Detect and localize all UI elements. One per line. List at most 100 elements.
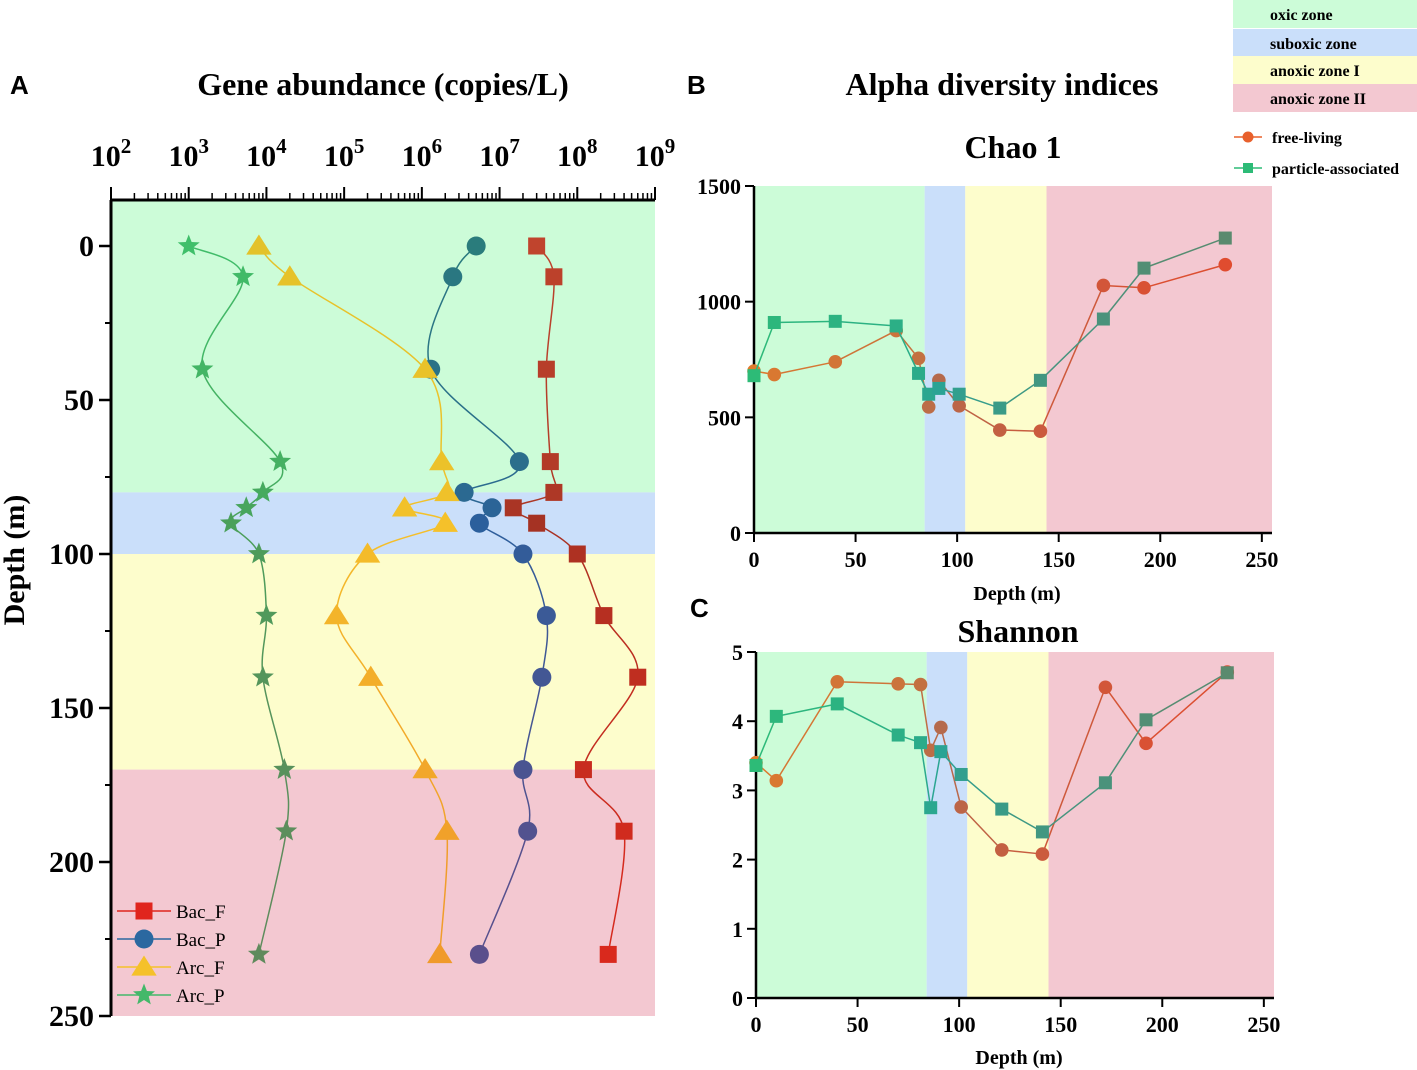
point-free-living	[911, 351, 926, 366]
point-particle-associated	[924, 801, 938, 815]
zone-band-3	[1048, 652, 1274, 998]
point-Arc_F	[428, 450, 455, 471]
point-free-living	[1033, 424, 1048, 439]
x-tick-label: 200	[1144, 547, 1177, 572]
point-particle-associated	[1098, 776, 1112, 790]
series-line-particle-associated	[836, 703, 899, 736]
chao1-chart: Chao 1 0 500 1000 1500 0 50 100 150 200 250 Depth (…	[697, 129, 1278, 605]
series-legend-label: particle-associated	[1272, 161, 1399, 178]
point-free-living	[1137, 280, 1151, 295]
y-tick-label: 0	[79, 230, 94, 263]
series-line-free-living	[960, 806, 1003, 851]
subplot-title: Shannon	[958, 613, 1079, 649]
series-line-free-living	[1143, 263, 1226, 289]
y-tick-label: 150	[49, 692, 94, 725]
point-Arc_P	[220, 511, 242, 533]
point-Bac_F	[504, 499, 522, 517]
point-free-living	[992, 423, 1007, 437]
zone-legend-label: oxic zone	[1270, 7, 1333, 24]
panel-b-letter: B	[687, 70, 706, 100]
point-Arc_P	[275, 819, 298, 841]
point-Bac_P	[513, 760, 533, 780]
x-axis-label: Depth (m)	[975, 1047, 1062, 1069]
point-free-living	[934, 720, 948, 735]
series-line-free-living	[1041, 687, 1107, 855]
legend-marker	[135, 902, 153, 920]
point-particle-associated	[1139, 713, 1153, 727]
point-Arc_P	[247, 942, 270, 964]
point-free-living	[1218, 257, 1233, 272]
point-particle-associated	[830, 697, 844, 711]
y-tick-label: 0	[732, 986, 743, 1011]
point-particle-associated	[912, 366, 926, 380]
y-tick-label: 2	[732, 848, 743, 873]
legend-marker	[133, 983, 155, 1005]
point-particle-associated	[932, 381, 946, 395]
legend-marker	[131, 955, 157, 976]
x-tick-label: 150	[1044, 1012, 1077, 1037]
x-tick-label: 200	[1146, 1012, 1179, 1037]
series-legend: free-living particle-associated	[1234, 130, 1399, 178]
series-line-free-living	[775, 681, 838, 782]
series-line-free-living	[1039, 285, 1105, 432]
panel-c-letter: C	[690, 593, 709, 623]
point-particle-associated	[1035, 825, 1049, 839]
zone-legend: oxic zone suboxic zone anoxic zone I anoxic…	[1233, 0, 1417, 112]
point-Bac_F	[599, 945, 617, 963]
series-line-particle-associated	[1143, 237, 1226, 269]
point-Bac_F	[545, 268, 563, 286]
panel-b-title: Alpha diversity indices	[846, 66, 1159, 102]
gene-abundance-chart: 102 103 104 105 106 107 108 109 0 50 100 150 200 250 D…	[0, 134, 675, 1033]
point-free-living	[767, 367, 782, 382]
x-tick-label: 109	[635, 134, 676, 173]
series-line-particle-associated	[774, 320, 836, 324]
point-Arc_F	[412, 758, 438, 779]
series-line-particle-associated	[1039, 318, 1104, 381]
series-line-particle-associated	[755, 716, 778, 766]
point-Arc_P	[177, 234, 200, 256]
point-free-living	[954, 800, 968, 814]
point-free-living	[1098, 680, 1113, 695]
series-line-free-living	[834, 329, 897, 363]
point-Bac_F	[615, 822, 633, 840]
series-line-free-living	[919, 684, 932, 751]
zone-legend-label: suboxic zone	[1270, 36, 1357, 53]
point-Bac_P	[469, 944, 489, 964]
point-Bac_P	[532, 667, 552, 687]
x-tick-label: 105	[324, 134, 365, 173]
point-particle-associated	[922, 387, 936, 401]
y-tick-label: 1500	[697, 174, 741, 199]
point-particle-associated	[1033, 373, 1047, 387]
point-Arc_P	[247, 542, 270, 564]
series-line-Bac_F	[582, 677, 639, 770]
series-line-particle-associated	[895, 325, 920, 374]
point-Bac_F	[528, 514, 546, 532]
y-tick-label: 1000	[697, 290, 741, 315]
x-tick-label: 104	[246, 134, 287, 173]
series-line-Arc_F	[370, 676, 426, 770]
series-line-particle-associated	[1041, 782, 1106, 833]
series-line-Bac_P	[478, 831, 529, 955]
point-free-living	[891, 677, 905, 691]
zone-legend-swatch	[1233, 56, 1417, 84]
y-tick-label: 500	[708, 405, 741, 430]
legend-label: Bac_P	[176, 930, 226, 951]
x-axis-label: Depth (m)	[973, 583, 1060, 605]
y-tick-label: 5	[732, 640, 743, 665]
x-tick-label: 150	[1042, 547, 1075, 572]
panel-a-title: Gene abundance (copies/L)	[197, 66, 569, 102]
point-particle-associated	[995, 802, 1009, 816]
zone-band-2	[965, 186, 1047, 533]
point-particle-associated	[954, 767, 968, 781]
y-tick-label: 250	[49, 1000, 94, 1033]
series-legend-marker	[1242, 131, 1254, 143]
series-line-free-living	[940, 727, 962, 808]
point-Bac_F	[595, 607, 613, 625]
x-tick-label: 107	[479, 134, 519, 173]
y-tick-label: 200	[49, 846, 94, 879]
zone-legend-label: anoxic zone I	[1270, 63, 1360, 80]
x-tick-label: 102	[91, 134, 132, 173]
zone-legend-label: anoxic zone II	[1270, 91, 1366, 108]
point-free-living	[828, 355, 843, 369]
point-free-living	[769, 773, 784, 788]
